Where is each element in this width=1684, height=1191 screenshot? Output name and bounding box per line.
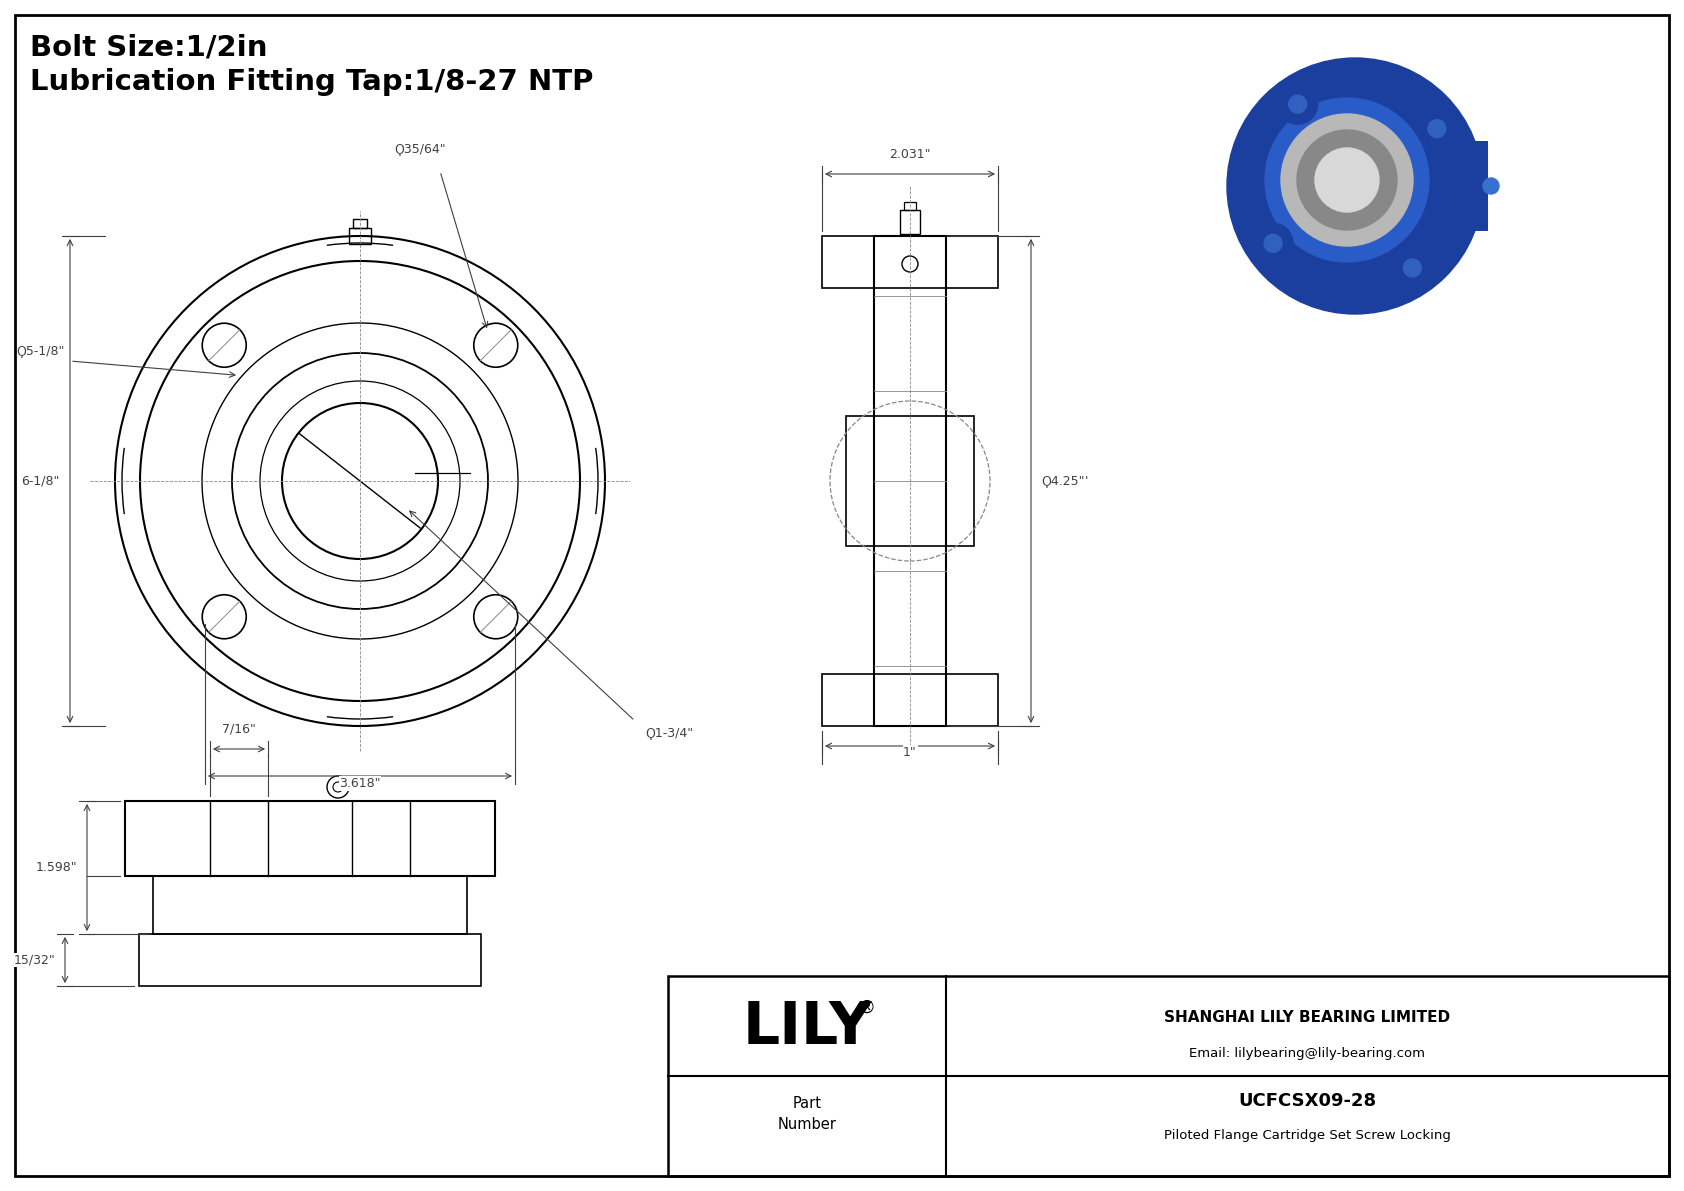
Bar xyxy=(899,210,919,233)
Circle shape xyxy=(1278,85,1317,124)
Text: Lubrication Fitting Tap:1/8-27 NTP: Lubrication Fitting Tap:1/8-27 NTP xyxy=(30,68,593,96)
Text: 7/16": 7/16" xyxy=(222,723,256,736)
Text: Part
Number: Part Number xyxy=(778,1096,837,1131)
Bar xyxy=(349,227,370,244)
Bar xyxy=(669,975,1669,1176)
Bar xyxy=(153,877,466,934)
Text: 2.031": 2.031" xyxy=(889,148,931,161)
Bar xyxy=(822,674,999,727)
Circle shape xyxy=(1416,108,1457,149)
Text: Ϙ5-1/8": Ϙ5-1/8" xyxy=(17,344,66,357)
Bar xyxy=(140,934,482,986)
Text: 1.598": 1.598" xyxy=(35,861,77,874)
Circle shape xyxy=(1428,119,1447,138)
Text: Email: lilybearing@lily-bearing.com: Email: lilybearing@lily-bearing.com xyxy=(1189,1048,1425,1060)
Circle shape xyxy=(1288,95,1307,113)
Circle shape xyxy=(1228,58,1484,314)
Bar xyxy=(1458,141,1489,231)
Bar xyxy=(874,236,946,727)
Text: 15/32": 15/32" xyxy=(13,954,56,967)
Text: Bolt Size:1/2in: Bolt Size:1/2in xyxy=(30,33,268,61)
Text: 1": 1" xyxy=(903,746,916,759)
Circle shape xyxy=(1393,248,1433,288)
Circle shape xyxy=(1282,114,1413,247)
Text: 3.618": 3.618" xyxy=(338,777,381,790)
Bar xyxy=(125,802,495,877)
Text: ®: ® xyxy=(859,999,876,1017)
Circle shape xyxy=(1403,258,1421,278)
Text: SHANGHAI LILY BEARING LIMITED: SHANGHAI LILY BEARING LIMITED xyxy=(1164,1010,1450,1025)
Bar xyxy=(354,219,367,227)
Circle shape xyxy=(1253,224,1293,263)
Text: UCFCSX09-28: UCFCSX09-28 xyxy=(1238,1092,1376,1110)
Bar xyxy=(822,236,999,288)
Text: Piloted Flange Cartridge Set Screw Locking: Piloted Flange Cartridge Set Screw Locki… xyxy=(1164,1129,1450,1142)
Circle shape xyxy=(1297,130,1398,230)
Circle shape xyxy=(1315,148,1379,212)
Circle shape xyxy=(1265,235,1282,252)
Bar xyxy=(845,416,973,545)
Circle shape xyxy=(1484,177,1499,194)
Bar xyxy=(904,202,916,210)
Text: Ϙ4.25": Ϙ4.25" xyxy=(1046,474,1090,487)
Text: Ϙ35/64": Ϙ35/64" xyxy=(394,143,446,156)
Text: Ϙ1-3/4": Ϙ1-3/4" xyxy=(645,727,694,740)
Text: LILY: LILY xyxy=(743,999,872,1056)
Text: 6-1/8": 6-1/8" xyxy=(22,474,61,487)
Text: Ϙ4.25": Ϙ4.25" xyxy=(1041,474,1084,487)
Circle shape xyxy=(1265,98,1430,262)
